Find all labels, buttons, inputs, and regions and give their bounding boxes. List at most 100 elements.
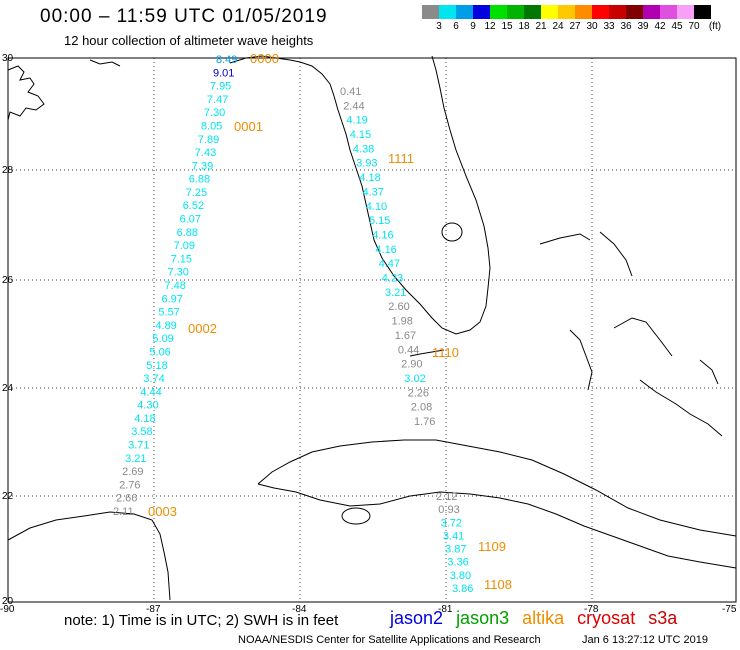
- swh-label: 2.44: [343, 100, 364, 112]
- lon-label-90: -90: [0, 604, 15, 615]
- swh-label: 4.23: [382, 273, 403, 285]
- pass-id-1108: 1108: [484, 577, 512, 592]
- swh-label: 4.47: [379, 258, 400, 270]
- lat-label-20: 20: [2, 596, 14, 607]
- legend-swatch: [422, 5, 439, 19]
- swh-label: 4.44: [140, 386, 161, 398]
- graticule: [8, 58, 736, 602]
- swh-label: 3.58: [131, 426, 152, 438]
- legend-swatch: [524, 5, 541, 19]
- legend-label: 42: [654, 21, 666, 32]
- swh-label: 4.37: [363, 186, 384, 198]
- swh-label: 4.10: [366, 201, 387, 213]
- swh-label: 6.52: [183, 200, 204, 212]
- legend-labels: 3 6 9 12 15 18 21 24 27 30 33 36 39 42 45 70 (ft): [422, 19, 721, 33]
- legend-swatch: [473, 5, 490, 19]
- swh-label: 7.30: [204, 107, 225, 119]
- swh-label: 3.02: [404, 373, 425, 385]
- legend-label: 15: [501, 21, 513, 32]
- legend-label: 30: [586, 21, 598, 32]
- coastlines: [7, 55, 737, 601]
- swh-label: 5.06: [149, 347, 170, 359]
- swh-label: 3.21: [125, 453, 146, 465]
- swh-label: 2.26: [408, 387, 429, 399]
- legend-swatch: [592, 5, 609, 19]
- track-florida-swh: 0.41 2.44 4.19 4.15 4.38 3.93 4.18 4.37 4.10 5.15…: [340, 86, 435, 428]
- coast-louisiana: [7, 65, 45, 121]
- legend-swatch: [456, 5, 473, 19]
- swh-label: 6.07: [180, 214, 201, 226]
- swh-label: 2.90: [401, 359, 422, 371]
- legend-label: 33: [603, 21, 615, 32]
- coast-keys: [409, 349, 445, 357]
- swh-label: 3.72: [441, 517, 462, 529]
- lat-label-28: 28: [2, 165, 14, 176]
- coast-bahamas-andros: [569, 329, 593, 391]
- lon-label-84: -84: [292, 604, 307, 615]
- swh-label: 4.19: [346, 115, 367, 127]
- swh-label: 7.89: [198, 134, 219, 146]
- pass-id-1109: 1109: [478, 539, 506, 554]
- swh-label: 7.30: [168, 267, 189, 279]
- swh-label: 3.87: [445, 544, 466, 556]
- track-south-swh: 2.120.933.723.41 3.873.363.803.86: [436, 491, 473, 595]
- legend-swatches: [422, 5, 711, 19]
- coast-florida: [229, 55, 491, 335]
- swh-label: 4.16: [372, 230, 393, 242]
- swh-label: 8.49: [216, 54, 237, 66]
- swh-label: 0.44: [398, 344, 419, 356]
- coast-yucatan: [7, 511, 171, 601]
- track-west-swh: 8.499.017.957.477.308.057.897.437.396.88…: [113, 54, 237, 518]
- legend-label: 70: [688, 21, 700, 32]
- coast-bahamas-abaco: [599, 231, 633, 277]
- lon-label-87: -87: [146, 604, 161, 615]
- swh-label: 2.66: [116, 493, 137, 505]
- sat-jason3: jason3: [456, 608, 510, 628]
- swh-label: 6.88: [177, 227, 198, 239]
- legend-label: 27: [569, 21, 581, 32]
- legend-label: 12: [484, 21, 496, 32]
- legend-swatch: [609, 5, 626, 19]
- swh-label: 3.74: [143, 373, 164, 385]
- swh-label: 7.47: [207, 94, 228, 106]
- swh-label: 1.98: [392, 316, 413, 328]
- color-legend: 3 6 9 12 15 18 21 24 27 30 33 36 39 42 45 70 (ft): [422, 5, 721, 33]
- swh-label: 2.69: [122, 466, 143, 478]
- pass-id-1111: 1111: [388, 151, 414, 166]
- legend-label: 39: [637, 21, 649, 32]
- legend-swatch: [694, 5, 711, 19]
- swh-label: 2.08: [411, 402, 432, 414]
- swh-label: 3.21: [385, 287, 406, 299]
- swh-label: 5.57: [158, 307, 179, 319]
- legend-label: 3: [436, 21, 442, 32]
- swh-label: 7.48: [165, 280, 186, 292]
- coast-bahamas-grand: [539, 233, 591, 245]
- swh-label: 3.36: [447, 557, 468, 569]
- swh-label: 3.93: [356, 158, 377, 170]
- legend-swatch: [490, 5, 507, 19]
- coast-bahamas-south: [639, 379, 723, 437]
- swh-label: 1.76: [414, 416, 435, 428]
- swh-label: 4.38: [353, 143, 374, 155]
- swh-label: 0.41: [340, 86, 361, 98]
- swh-label: 9.01: [213, 67, 234, 79]
- legend-swatch: [626, 5, 643, 19]
- footer-note: note: 1) Time is in UTC; 2) SWH is in fe…: [64, 612, 339, 629]
- lon-label-78: -78: [584, 604, 599, 615]
- swh-label: 3.41: [443, 530, 464, 542]
- swh-label: 8.05: [201, 121, 222, 133]
- swh-label: 4.89: [155, 320, 176, 332]
- legend-label: 45: [671, 21, 683, 32]
- swh-label: 2.12: [436, 491, 457, 503]
- swh-label: 7.43: [195, 147, 216, 159]
- lon-labels: -90 -87 -84 -81 -78 -75: [0, 604, 737, 615]
- swh-label: 7.15: [171, 253, 192, 265]
- lat-labels: 30 28 26 24 22 20: [2, 53, 14, 607]
- legend-swatch: [677, 5, 694, 19]
- legend-swatch: [643, 5, 660, 19]
- sat-cryosat: cryosat: [577, 608, 636, 628]
- swh-label: 7.25: [186, 187, 207, 199]
- coast-bahamas-east: [699, 359, 719, 385]
- legend-label: 21: [535, 21, 547, 32]
